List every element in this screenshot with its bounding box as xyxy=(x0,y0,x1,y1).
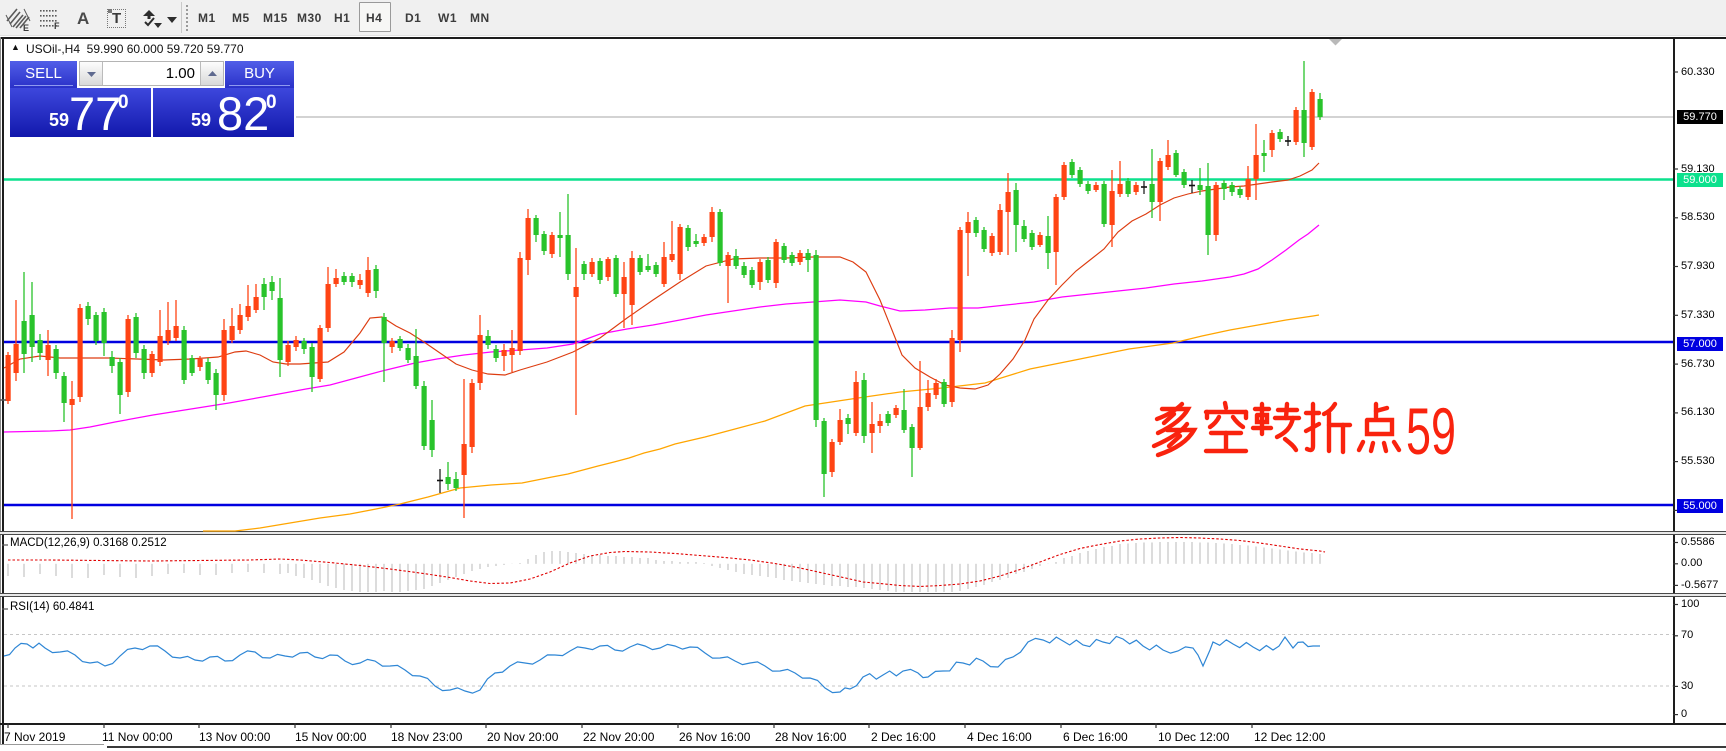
svg-text:59: 59 xyxy=(1406,394,1456,468)
svg-text:F: F xyxy=(54,21,60,30)
svg-text:E: E xyxy=(23,23,29,31)
